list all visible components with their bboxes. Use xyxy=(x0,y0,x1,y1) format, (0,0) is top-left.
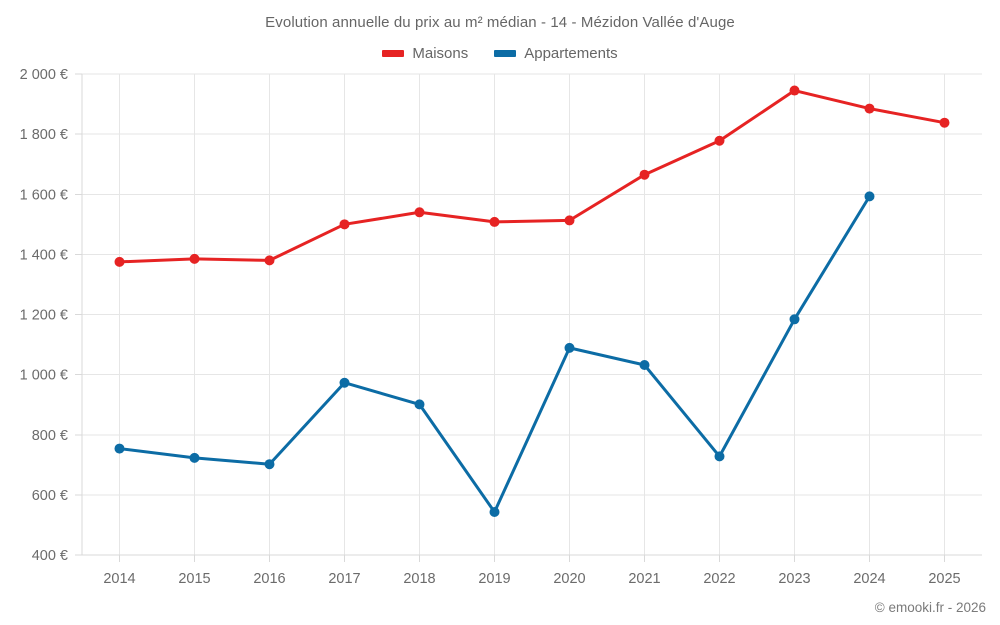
data-point-maisons[interactable] xyxy=(189,253,200,264)
x-tick-label: 2024 xyxy=(853,571,885,587)
data-point-maisons[interactable] xyxy=(564,215,575,226)
x-tick-label: 2021 xyxy=(628,571,660,587)
data-point-appartements[interactable] xyxy=(339,377,350,388)
x-gridlines xyxy=(119,74,945,555)
data-point-appartements[interactable] xyxy=(114,443,125,454)
data-point-maisons[interactable] xyxy=(264,255,275,266)
legend-label-maisons: Maisons xyxy=(412,45,469,62)
data-point-maisons[interactable] xyxy=(114,256,125,267)
data-point-appartements[interactable] xyxy=(639,360,650,371)
data-point-appartements[interactable] xyxy=(564,342,575,353)
legend-label-appartements: Appartements xyxy=(524,45,618,62)
x-tick-label: 2022 xyxy=(703,571,735,587)
data-point-maisons[interactable] xyxy=(939,117,950,128)
data-point-appartements[interactable] xyxy=(489,507,500,518)
series-lines xyxy=(118,89,946,514)
x-tick-label: 2015 xyxy=(178,571,210,587)
y-gridlines xyxy=(82,73,982,556)
data-point-appartements[interactable] xyxy=(789,314,800,325)
legend-item-appartements[interactable]: Appartements xyxy=(494,45,618,62)
data-point-appartements[interactable] xyxy=(264,459,275,470)
legend-item-maisons[interactable]: Maisons xyxy=(382,45,468,62)
data-point-maisons[interactable] xyxy=(339,219,350,230)
axis-lines xyxy=(75,73,982,562)
data-point-appartements[interactable] xyxy=(714,451,725,462)
x-tick-label: 2025 xyxy=(928,571,960,587)
y-tick-label: 1 200 € xyxy=(20,308,68,324)
y-tick-label: 2 000 € xyxy=(20,67,68,83)
data-point-maisons[interactable] xyxy=(639,169,650,180)
chart-title: Evolution annuelle du prix au m² médian … xyxy=(265,14,735,31)
y-axis-labels: 400 € 600 € 800 € 1 000 € 1 200 € 1 400 € 1 60… xyxy=(20,67,68,564)
series-points xyxy=(114,85,950,518)
y-tick-label: 1 400 € xyxy=(20,247,68,263)
chart-legend: Maisons Appartements xyxy=(0,45,1000,62)
data-point-maisons[interactable] xyxy=(489,216,500,227)
credit-text: © emooki.fr - 2026 xyxy=(874,600,986,615)
x-tick-label: 2018 xyxy=(403,571,435,587)
x-tick-label: 2023 xyxy=(778,571,810,587)
x-tick-label: 2020 xyxy=(553,571,585,587)
x-tick-label: 2019 xyxy=(478,571,510,587)
legend-swatch-appartements xyxy=(494,50,517,57)
y-tick-label: 800 € xyxy=(32,428,68,444)
y-tick-label: 1 600 € xyxy=(20,187,68,203)
x-tick-label: 2016 xyxy=(253,571,285,587)
x-axis-labels: 2014 2015 2016 2017 2018 2019 2020 2021 2022 2023… xyxy=(103,571,960,587)
data-point-maisons[interactable] xyxy=(414,207,425,218)
y-tick-label: 600 € xyxy=(32,488,68,504)
y-tick-label: 1 000 € xyxy=(20,368,68,384)
x-tick-label: 2014 xyxy=(103,571,135,587)
data-point-maisons[interactable] xyxy=(714,135,725,146)
data-point-appartements[interactable] xyxy=(864,191,875,202)
y-tick-label: 400 € xyxy=(32,548,68,564)
series-line-maisons xyxy=(118,89,946,264)
data-point-maisons[interactable] xyxy=(789,85,800,96)
data-point-maisons[interactable] xyxy=(864,103,875,114)
data-point-appartements[interactable] xyxy=(189,452,200,463)
x-tick-label: 2017 xyxy=(328,571,360,587)
y-tick-label: 1 800 € xyxy=(20,127,68,143)
data-point-appartements[interactable] xyxy=(414,399,425,410)
legend-swatch-maisons xyxy=(382,50,405,57)
